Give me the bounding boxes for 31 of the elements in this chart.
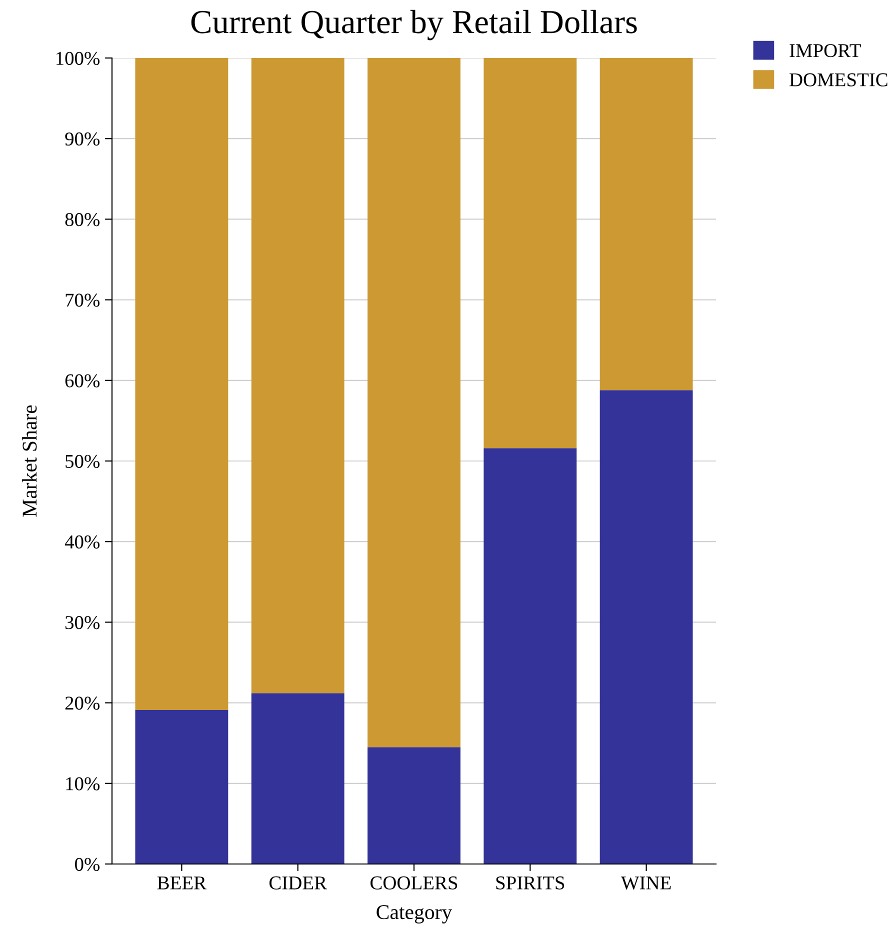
y-tick-label: 40% — [64, 535, 100, 549]
bar — [368, 747, 460, 864]
bar — [251, 58, 344, 694]
bar — [600, 58, 693, 390]
bar — [600, 390, 693, 864]
bar — [135, 710, 228, 864]
bar — [135, 58, 228, 710]
bar — [484, 448, 577, 864]
y-tick-label: 90% — [65, 132, 100, 146]
x-tick-label: WINE — [620, 876, 671, 890]
chart-title: Current Quarter by Retail Dollars — [191, 10, 637, 40]
y-tick-label: 20% — [65, 696, 100, 710]
x-tick-label: BEER — [157, 876, 207, 890]
y-tick-label: 100% — [56, 52, 100, 65]
y-tick-label: 80% — [65, 213, 100, 226]
legend-label: IMPORT — [790, 44, 861, 58]
y-tick-label: 70% — [66, 294, 100, 307]
x-tick-label: CIDER — [269, 876, 327, 890]
bar — [251, 693, 344, 864]
x-tick-label: SPIRITS — [496, 876, 564, 890]
y-axis-title: Market Share — [22, 405, 37, 517]
bar — [484, 58, 577, 448]
x-axis-title: Category — [376, 905, 452, 924]
y-tick-label: 0% — [75, 858, 100, 871]
y-tick-label: 60% — [65, 374, 100, 388]
x-tick-label: COOLERS — [370, 876, 458, 890]
y-tick-label: 30% — [65, 616, 100, 630]
legend-label: DOMESTIC — [790, 73, 888, 86]
y-tick-label: 50% — [66, 454, 100, 468]
bar — [368, 58, 460, 748]
y-tick-label: 10% — [66, 777, 100, 790]
